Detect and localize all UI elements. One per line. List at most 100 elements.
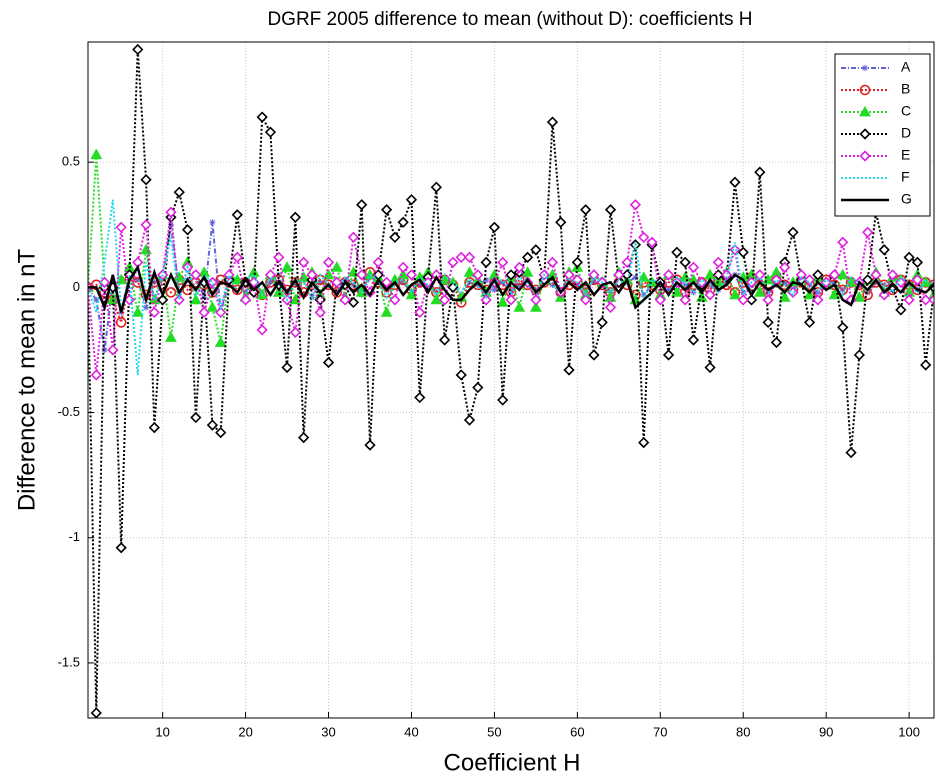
marker: [872, 279, 879, 286]
marker: [521, 266, 534, 277]
marker: [828, 269, 841, 281]
x-tick-label: 70: [653, 724, 667, 739]
marker: [347, 296, 360, 309]
marker: [182, 284, 193, 296]
marker: [281, 361, 293, 374]
marker: [264, 126, 277, 138]
marker: [330, 261, 343, 272]
marker: [190, 269, 202, 281]
marker: [339, 294, 351, 306]
marker: [499, 279, 506, 286]
y-tick-label: 0.5: [62, 154, 80, 169]
marker: [372, 256, 384, 268]
marker: [546, 256, 559, 268]
marker: [215, 426, 227, 439]
marker: [90, 707, 102, 718]
marker: [455, 251, 467, 263]
marker: [439, 334, 451, 346]
marker: [787, 226, 799, 238]
marker: [405, 288, 418, 300]
marker: [414, 306, 426, 319]
marker: [380, 204, 393, 216]
marker: [712, 256, 724, 268]
chart-title: DGRF 2005 difference to mean (without D)…: [267, 9, 752, 30]
marker: [405, 194, 418, 206]
marker: [895, 304, 907, 316]
marker: [831, 279, 838, 286]
marker: [505, 269, 517, 281]
marker: [447, 256, 459, 268]
marker: [397, 216, 409, 228]
marker: [737, 294, 749, 306]
marker: [679, 256, 691, 268]
marker: [206, 301, 219, 312]
y-tick-label: -1: [68, 529, 80, 544]
marker: [704, 361, 716, 374]
marker: [400, 279, 407, 286]
marker: [671, 246, 683, 258]
marker: [98, 276, 111, 288]
marker: [356, 199, 368, 211]
x-tick-label: 80: [736, 724, 750, 739]
marker: [214, 336, 227, 347]
y-tick-label: -0.5: [58, 404, 80, 419]
marker: [317, 279, 324, 286]
marker: [231, 209, 243, 221]
marker: [621, 256, 633, 268]
marker: [662, 349, 675, 361]
marker: [463, 266, 476, 277]
marker: [862, 274, 874, 286]
marker: [845, 446, 857, 459]
marker: [206, 276, 219, 288]
marker: [637, 271, 650, 282]
x-tick-label: 90: [819, 724, 833, 739]
marker: [439, 294, 451, 306]
legend-label: F: [901, 169, 910, 185]
marker: [389, 231, 401, 243]
marker: [206, 419, 219, 431]
marker: [563, 364, 575, 376]
marker: [646, 236, 658, 248]
marker: [814, 289, 821, 296]
marker: [803, 316, 816, 329]
marker: [571, 256, 583, 268]
marker: [853, 349, 865, 361]
marker: [165, 287, 177, 298]
marker: [306, 269, 318, 281]
axes-box: [87, 41, 935, 719]
marker: [521, 251, 534, 263]
marker: [588, 349, 600, 361]
legend-label: B: [901, 81, 910, 97]
marker: [190, 411, 202, 424]
marker: [132, 43, 144, 56]
marker: [604, 301, 617, 314]
y-tick-label: 0: [73, 279, 80, 294]
marker: [740, 289, 747, 296]
marker: [281, 261, 293, 272]
marker: [864, 289, 871, 296]
marker: [837, 236, 849, 248]
marker: [463, 251, 476, 263]
marker: [256, 324, 268, 336]
marker: [571, 274, 583, 286]
marker: [157, 294, 169, 306]
marker: [455, 369, 467, 381]
marker: [264, 269, 277, 281]
marker: [712, 269, 724, 281]
marker: [812, 269, 824, 281]
marker: [687, 261, 700, 273]
marker: [165, 206, 177, 218]
marker: [803, 274, 816, 286]
marker: [289, 326, 301, 339]
marker: [416, 281, 423, 288]
marker: [292, 281, 299, 288]
marker: [480, 294, 492, 306]
marker: [198, 306, 210, 319]
marker: [671, 286, 683, 297]
marker: [781, 279, 788, 286]
marker: [181, 224, 194, 236]
marker: [496, 296, 509, 307]
marker: [115, 317, 127, 328]
